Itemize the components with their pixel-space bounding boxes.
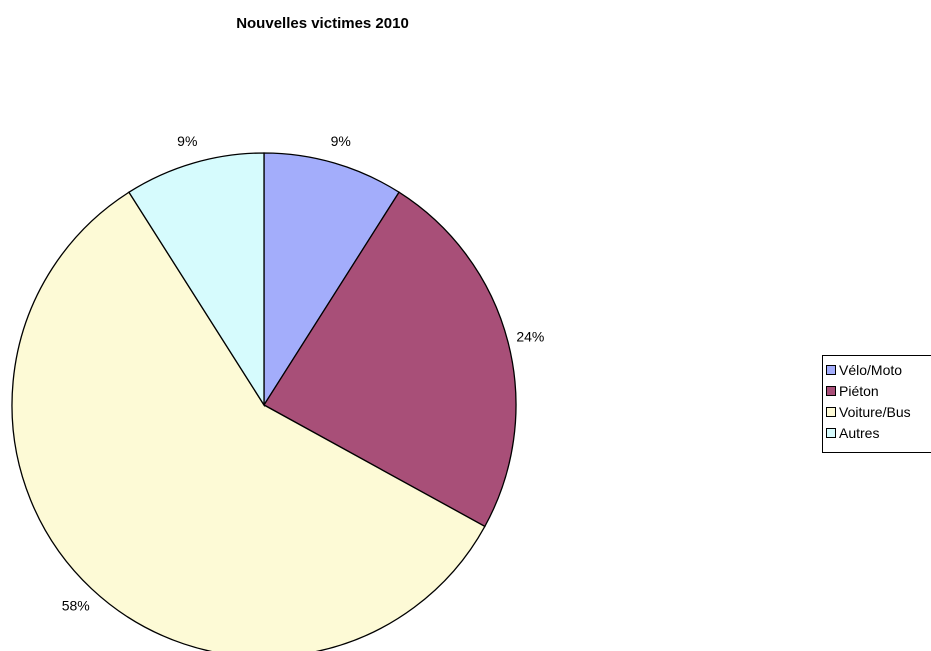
pie-data-label-pieton: 24%: [516, 329, 544, 345]
legend-label-autres: Autres: [839, 424, 880, 441]
pie-data-label-velo-moto: 9%: [331, 133, 351, 149]
legend-swatch-voiture-bus: [826, 406, 836, 417]
legend-item-pieton: Piéton: [826, 380, 931, 401]
pie-slice-autres: [128, 152, 265, 408]
legend-swatch-pieton: [826, 385, 836, 396]
chart-title: Nouvelles victimes 2010: [236, 15, 409, 32]
pie-slice-pieton: [263, 191, 517, 528]
legend-label-voiture-bus: Voiture/Bus: [839, 403, 911, 420]
legend-label-velo-moto: Vélo/Moto: [839, 361, 903, 378]
pie-data-label-autres: 9%: [177, 133, 197, 149]
pie-slice-velo-moto: [263, 152, 400, 408]
legend-swatch-velo-moto: [826, 364, 836, 375]
chart-legend: Vélo/Moto Piéton Voiture/Bus Autres: [822, 355, 931, 453]
pie-data-labels: 9% 24% 58% 9%: [62, 133, 545, 614]
legend-item-autres: Autres: [826, 422, 931, 443]
pie-data-label-voiture-bus: 58%: [62, 597, 90, 613]
legend-swatch-autres: [826, 427, 836, 438]
pie-slice-voiture-bus: [11, 191, 486, 651]
pie-slices: [11, 152, 517, 651]
legend-item-velo-moto: Vélo/Moto: [826, 359, 931, 380]
legend-item-voiture-bus: Voiture/Bus: [826, 401, 931, 422]
legend-label-pieton: Piéton: [839, 382, 879, 399]
